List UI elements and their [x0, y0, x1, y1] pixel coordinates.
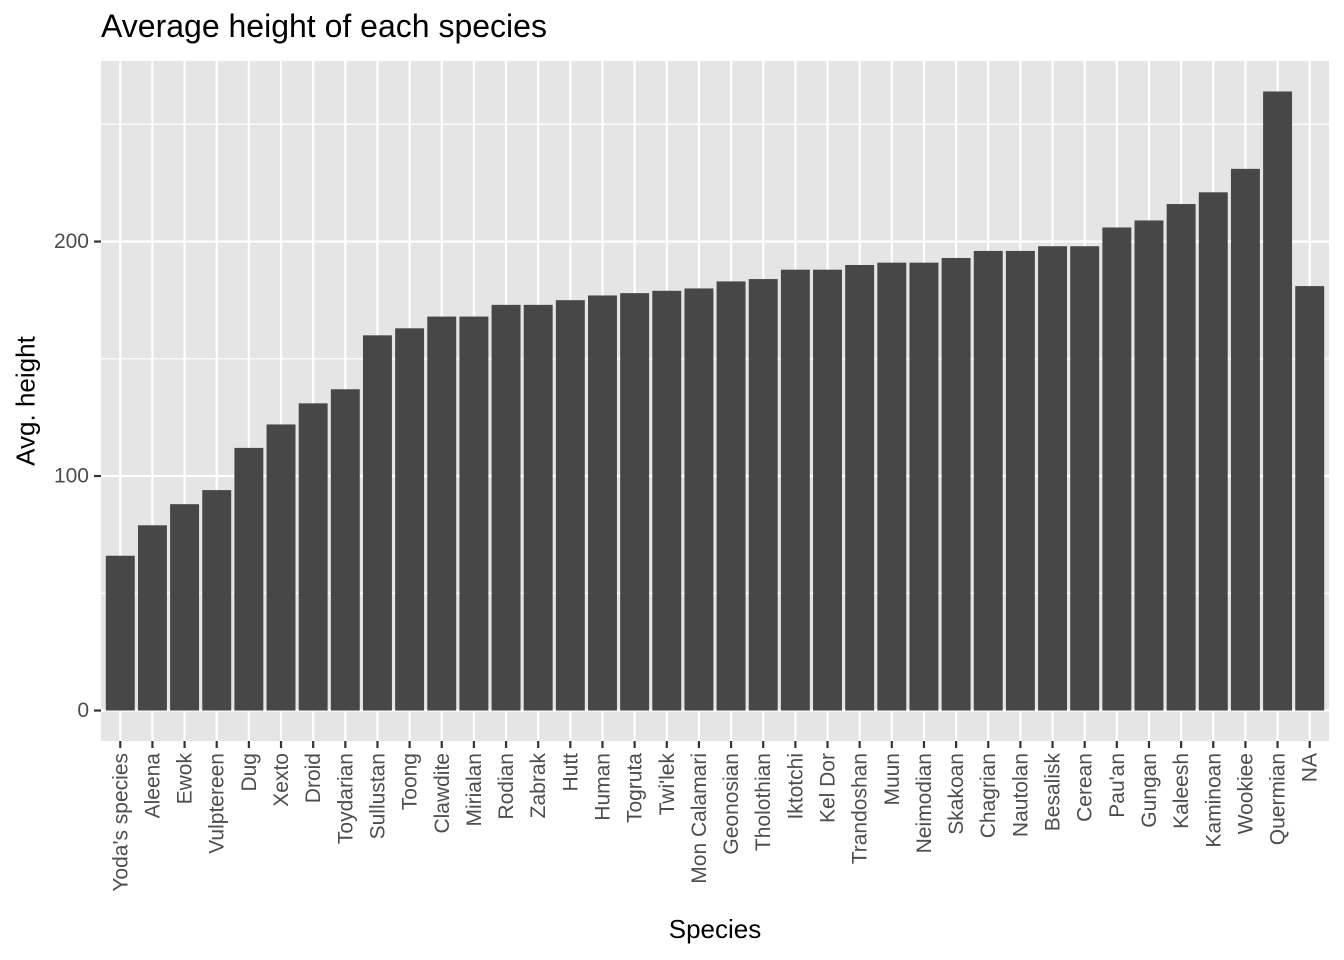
- bar: [202, 490, 232, 711]
- x-tick-label: Gungan: [1138, 753, 1161, 828]
- bar: [620, 293, 650, 711]
- x-tick-label: Rodian: [495, 753, 518, 820]
- x-tick-label: Kaminoan: [1202, 753, 1225, 848]
- bar: [395, 328, 425, 711]
- x-tick-label: Xexto: [270, 753, 293, 807]
- bar: [1102, 227, 1132, 711]
- bar: [362, 335, 392, 711]
- x-tick-label: Chagrian: [977, 753, 1000, 838]
- bar: [716, 281, 746, 711]
- x-tick-label: Toong: [399, 753, 422, 810]
- bar: [1005, 250, 1035, 711]
- y-tick-label: 100: [54, 465, 89, 488]
- bar: [1295, 286, 1325, 711]
- x-tick-label: Sullustan: [366, 753, 389, 839]
- bar: [748, 279, 778, 711]
- bar: [684, 288, 714, 711]
- x-tick-label: Muun: [881, 753, 904, 806]
- x-tick-label: Trandoshan: [849, 753, 872, 864]
- x-tick-label: Mirialan: [463, 753, 486, 827]
- y-axis: 0 100 200: [54, 230, 101, 722]
- bar: [1230, 168, 1260, 711]
- x-tick-label: Quermian: [1267, 753, 1290, 845]
- bar: [1198, 192, 1228, 711]
- bar: [170, 504, 200, 711]
- x-tick-label: Kaleesh: [1170, 753, 1193, 829]
- bar: [845, 265, 875, 711]
- y-tick-label: 0: [77, 699, 89, 722]
- y-tick-label: 200: [54, 230, 89, 253]
- x-tick-label: Mon Calamari: [688, 753, 711, 884]
- bar: [973, 250, 1003, 711]
- bar: [234, 447, 264, 711]
- x-axis: Yoda's species Aleena Ewok Vulptereen Dug Xex…: [109, 741, 1322, 892]
- bar: [523, 304, 553, 711]
- bar: [459, 316, 489, 711]
- x-tick-label: Neimodian: [913, 753, 936, 853]
- x-tick-label: Tholothian: [752, 753, 775, 851]
- bar: [780, 269, 810, 711]
- x-axis-label: Species: [668, 914, 762, 944]
- bar: [1070, 246, 1100, 711]
- bar: [298, 403, 328, 711]
- x-tick-label: Kel Dor: [817, 753, 840, 823]
- x-tick-label: Hutt: [559, 753, 582, 792]
- x-tick-label: Clawdite: [431, 753, 454, 834]
- x-tick-label: Pau'an: [1106, 753, 1129, 818]
- x-tick-label: Yoda's species: [109, 753, 132, 892]
- bar: [909, 262, 939, 711]
- x-tick-label: Ewok: [174, 753, 197, 805]
- x-tick-label: Zabrak: [527, 753, 550, 819]
- x-tick-label: Aleena: [141, 753, 164, 819]
- bar: [941, 257, 971, 711]
- bar: [330, 389, 360, 711]
- bar: [266, 424, 296, 711]
- bar: [1263, 91, 1293, 711]
- x-tick-label: Vulptereen: [206, 753, 229, 854]
- bar: [105, 555, 135, 711]
- x-tick-label: Togruta: [624, 753, 647, 823]
- bar: [1038, 246, 1068, 711]
- chart-title: Average height of each species: [101, 8, 547, 44]
- x-tick-label: Wookiee: [1234, 753, 1257, 834]
- x-tick-label: Human: [591, 753, 614, 821]
- x-tick-label: Toydarian: [334, 753, 357, 844]
- x-tick-label: Nautolan: [1009, 753, 1032, 837]
- x-tick-label: Twi'lek: [656, 753, 679, 816]
- x-tick-label: Iktotchi: [784, 753, 807, 820]
- bar: [877, 262, 907, 711]
- bar: [137, 525, 167, 711]
- x-tick-label: Cerean: [1074, 753, 1097, 822]
- bar: [1166, 204, 1196, 711]
- bar: [588, 295, 617, 711]
- x-tick-label: NA: [1299, 753, 1322, 782]
- bar: [555, 300, 585, 711]
- x-tick-label: Dug: [238, 753, 261, 792]
- x-tick-label: Droid: [302, 753, 325, 803]
- bar: [427, 316, 457, 711]
- bar: [652, 290, 682, 711]
- x-tick-label: Geonosian: [720, 753, 743, 855]
- x-tick-label: Besalisk: [1042, 753, 1065, 832]
- bar: [813, 269, 842, 711]
- x-tick-label: Skakoan: [945, 753, 968, 835]
- bars: [105, 91, 1325, 711]
- bar: [491, 304, 521, 711]
- bar: [1134, 220, 1164, 711]
